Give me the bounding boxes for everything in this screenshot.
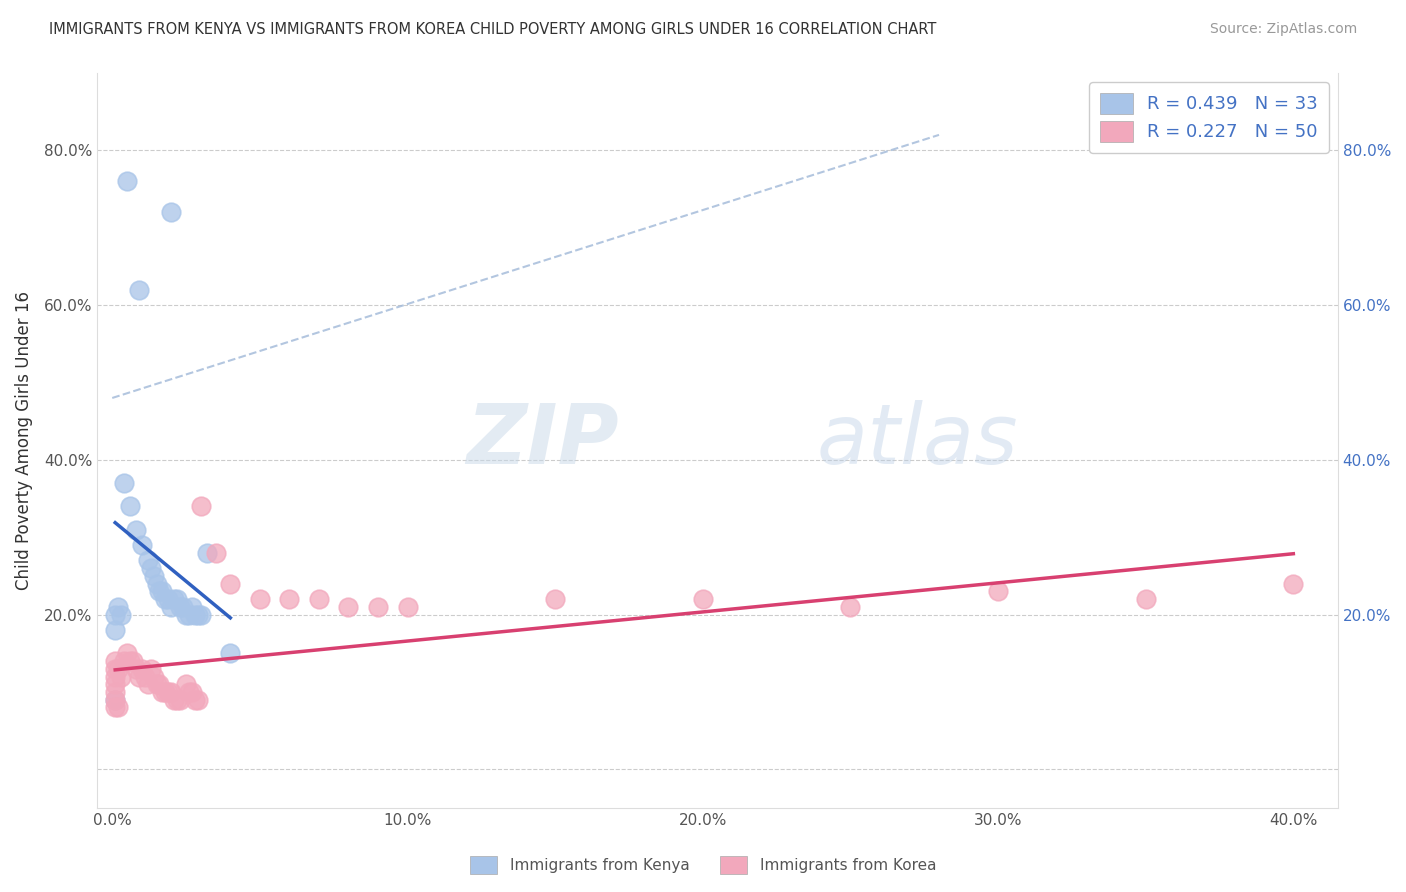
Point	[160, 599, 183, 614]
Point	[136, 677, 159, 691]
Point	[104, 669, 127, 683]
Legend: R = 0.439   N = 33, R = 0.227   N = 50: R = 0.439 N = 33, R = 0.227 N = 50	[1090, 82, 1329, 153]
Point	[104, 692, 127, 706]
Point	[118, 500, 141, 514]
Point	[104, 623, 127, 637]
Point	[104, 700, 127, 714]
Text: IMMIGRANTS FROM KENYA VS IMMIGRANTS FROM KOREA CHILD POVERTY AMONG GIRLS UNDER 1: IMMIGRANTS FROM KENYA VS IMMIGRANTS FROM…	[49, 22, 936, 37]
Point	[104, 685, 127, 699]
Point	[118, 654, 141, 668]
Point	[692, 592, 714, 607]
Point	[139, 561, 162, 575]
Point	[169, 599, 191, 614]
Point	[131, 662, 153, 676]
Point	[157, 592, 180, 607]
Point	[1135, 592, 1157, 607]
Point	[219, 646, 242, 660]
Point	[184, 607, 207, 622]
Point	[152, 584, 174, 599]
Y-axis label: Child Poverty Among Girls Under 16: Child Poverty Among Girls Under 16	[15, 291, 32, 590]
Point	[112, 654, 135, 668]
Point	[107, 700, 129, 714]
Point	[1282, 576, 1305, 591]
Point	[148, 677, 170, 691]
Point	[163, 692, 186, 706]
Point	[177, 685, 200, 699]
Point	[155, 685, 177, 699]
Point	[104, 662, 127, 676]
Point	[174, 607, 197, 622]
Point	[204, 546, 226, 560]
Point	[131, 538, 153, 552]
Point	[110, 607, 132, 622]
Point	[181, 599, 204, 614]
Point	[172, 599, 194, 614]
Point	[155, 592, 177, 607]
Point	[160, 205, 183, 219]
Point	[139, 662, 162, 676]
Point	[157, 685, 180, 699]
Point	[308, 592, 330, 607]
Point	[337, 599, 360, 614]
Point	[115, 646, 138, 660]
Point	[125, 662, 148, 676]
Point	[152, 685, 174, 699]
Text: atlas: atlas	[817, 400, 1018, 481]
Point	[195, 546, 218, 560]
Point	[104, 607, 127, 622]
Point	[115, 174, 138, 188]
Point	[166, 692, 188, 706]
Point	[107, 599, 129, 614]
Point	[177, 607, 200, 622]
Point	[163, 592, 186, 607]
Text: Source: ZipAtlas.com: Source: ZipAtlas.com	[1209, 22, 1357, 37]
Point	[104, 677, 127, 691]
Point	[128, 283, 150, 297]
Point	[160, 685, 183, 699]
Point	[112, 476, 135, 491]
Point	[166, 592, 188, 607]
Text: ZIP: ZIP	[465, 400, 619, 481]
Point	[142, 669, 165, 683]
Point	[107, 662, 129, 676]
Point	[187, 607, 209, 622]
Point	[278, 592, 301, 607]
Point	[148, 584, 170, 599]
Point	[249, 592, 271, 607]
Point	[544, 592, 567, 607]
Point	[190, 607, 212, 622]
Point	[839, 599, 862, 614]
Legend: Immigrants from Kenya, Immigrants from Korea: Immigrants from Kenya, Immigrants from K…	[464, 850, 942, 880]
Point	[110, 669, 132, 683]
Point	[136, 553, 159, 567]
Point	[174, 677, 197, 691]
Point	[187, 692, 209, 706]
Point	[134, 669, 156, 683]
Point	[128, 669, 150, 683]
Point	[145, 677, 167, 691]
Point	[184, 692, 207, 706]
Point	[104, 692, 127, 706]
Point	[190, 500, 212, 514]
Point	[396, 599, 419, 614]
Point	[145, 576, 167, 591]
Point	[987, 584, 1010, 599]
Point	[367, 599, 389, 614]
Point	[104, 654, 127, 668]
Point	[219, 576, 242, 591]
Point	[125, 523, 148, 537]
Point	[122, 654, 145, 668]
Point	[181, 685, 204, 699]
Point	[142, 569, 165, 583]
Point	[169, 692, 191, 706]
